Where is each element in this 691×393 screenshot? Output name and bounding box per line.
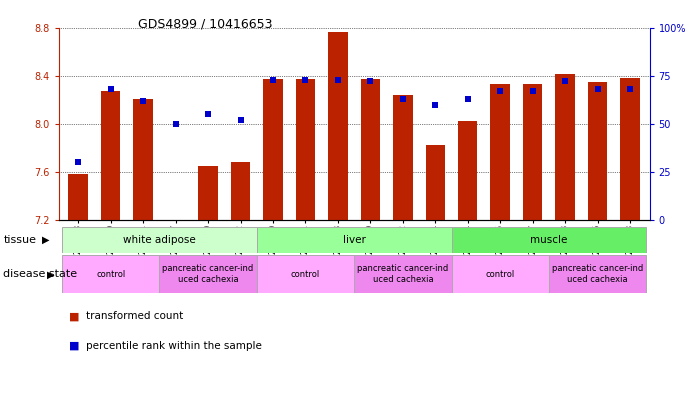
Text: muscle: muscle	[530, 235, 567, 245]
Text: liver: liver	[343, 235, 366, 245]
Bar	[426, 145, 445, 220]
Text: control: control	[96, 270, 125, 279]
Bar	[451, 255, 549, 293]
Bar	[588, 82, 607, 220]
Bar	[62, 255, 160, 293]
Bar	[160, 255, 257, 293]
Bar	[354, 255, 451, 293]
Text: ■: ■	[69, 311, 79, 321]
Bar	[491, 84, 510, 220]
Text: transformed count: transformed count	[86, 311, 184, 321]
Bar	[198, 166, 218, 220]
Bar	[556, 74, 575, 220]
Text: pancreatic cancer-ind
uced cachexia: pancreatic cancer-ind uced cachexia	[162, 264, 254, 284]
Bar	[257, 227, 451, 253]
Text: control: control	[486, 270, 515, 279]
Bar	[296, 79, 315, 220]
Bar	[257, 255, 354, 293]
Bar	[231, 162, 250, 220]
Text: tissue: tissue	[3, 235, 37, 245]
Bar	[263, 79, 283, 220]
Text: percentile rank within the sample: percentile rank within the sample	[86, 341, 263, 351]
Bar	[393, 95, 413, 220]
Text: ▶: ▶	[42, 235, 50, 245]
Bar	[451, 227, 646, 253]
Text: pancreatic cancer-ind
uced cachexia: pancreatic cancer-ind uced cachexia	[552, 264, 643, 284]
Bar	[361, 79, 380, 220]
Bar	[62, 227, 257, 253]
Bar	[68, 174, 88, 220]
Text: disease state: disease state	[3, 269, 77, 279]
Bar	[133, 99, 153, 220]
Text: control: control	[291, 270, 320, 279]
Bar	[621, 78, 640, 220]
Bar	[101, 91, 120, 220]
Bar	[549, 255, 646, 293]
Text: ■: ■	[69, 341, 79, 351]
Text: pancreatic cancer-ind
uced cachexia: pancreatic cancer-ind uced cachexia	[357, 264, 448, 284]
Bar	[328, 32, 348, 220]
Text: GDS4899 / 10416653: GDS4899 / 10416653	[138, 18, 273, 31]
Bar	[458, 121, 477, 220]
Bar	[166, 220, 185, 222]
Text: ▶: ▶	[47, 269, 55, 279]
Text: white adipose: white adipose	[123, 235, 196, 245]
Bar	[523, 84, 542, 220]
